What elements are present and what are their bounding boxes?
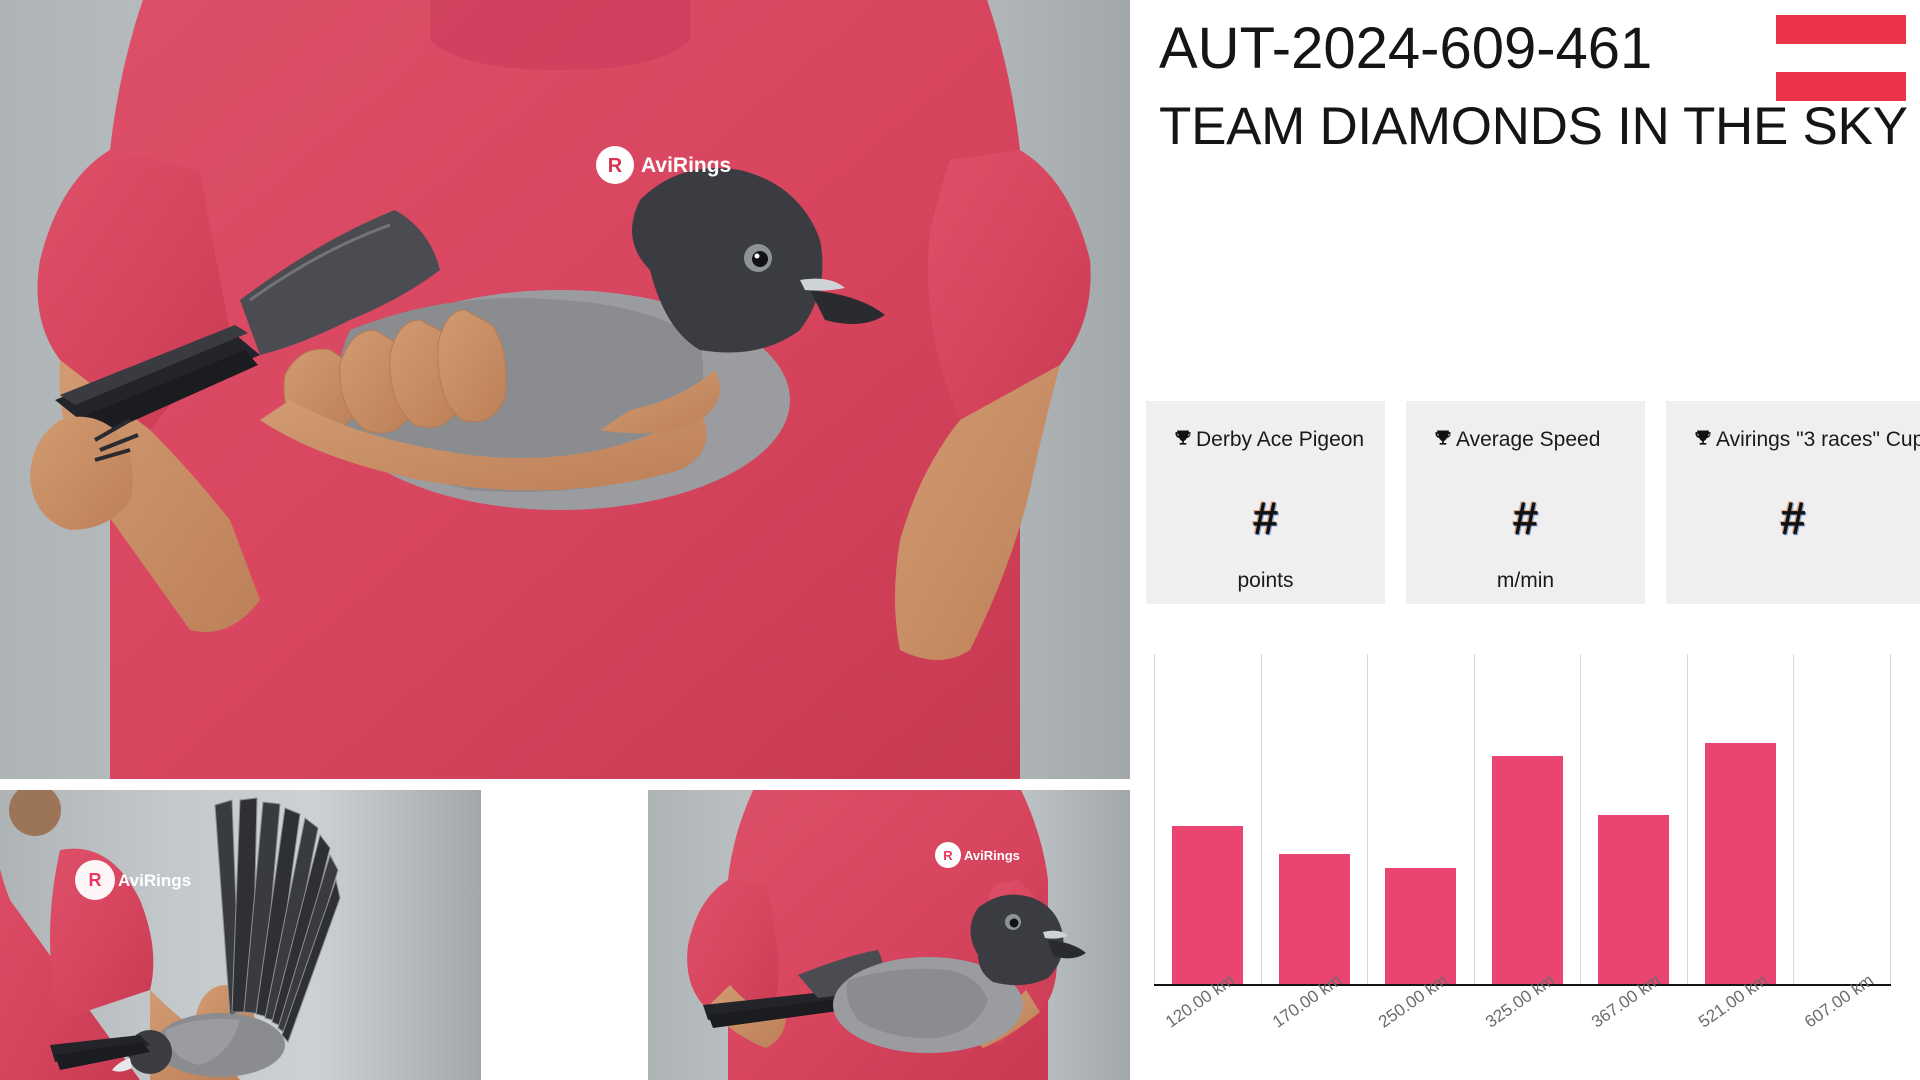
svg-text:AviRings: AviRings (118, 871, 191, 890)
svg-text:AviRings: AviRings (964, 848, 1020, 863)
svg-text:R: R (943, 848, 953, 863)
svg-text:R: R (89, 870, 102, 890)
svg-text:R: R (608, 155, 623, 177)
svg-text:AviRings: AviRings (641, 154, 731, 177)
